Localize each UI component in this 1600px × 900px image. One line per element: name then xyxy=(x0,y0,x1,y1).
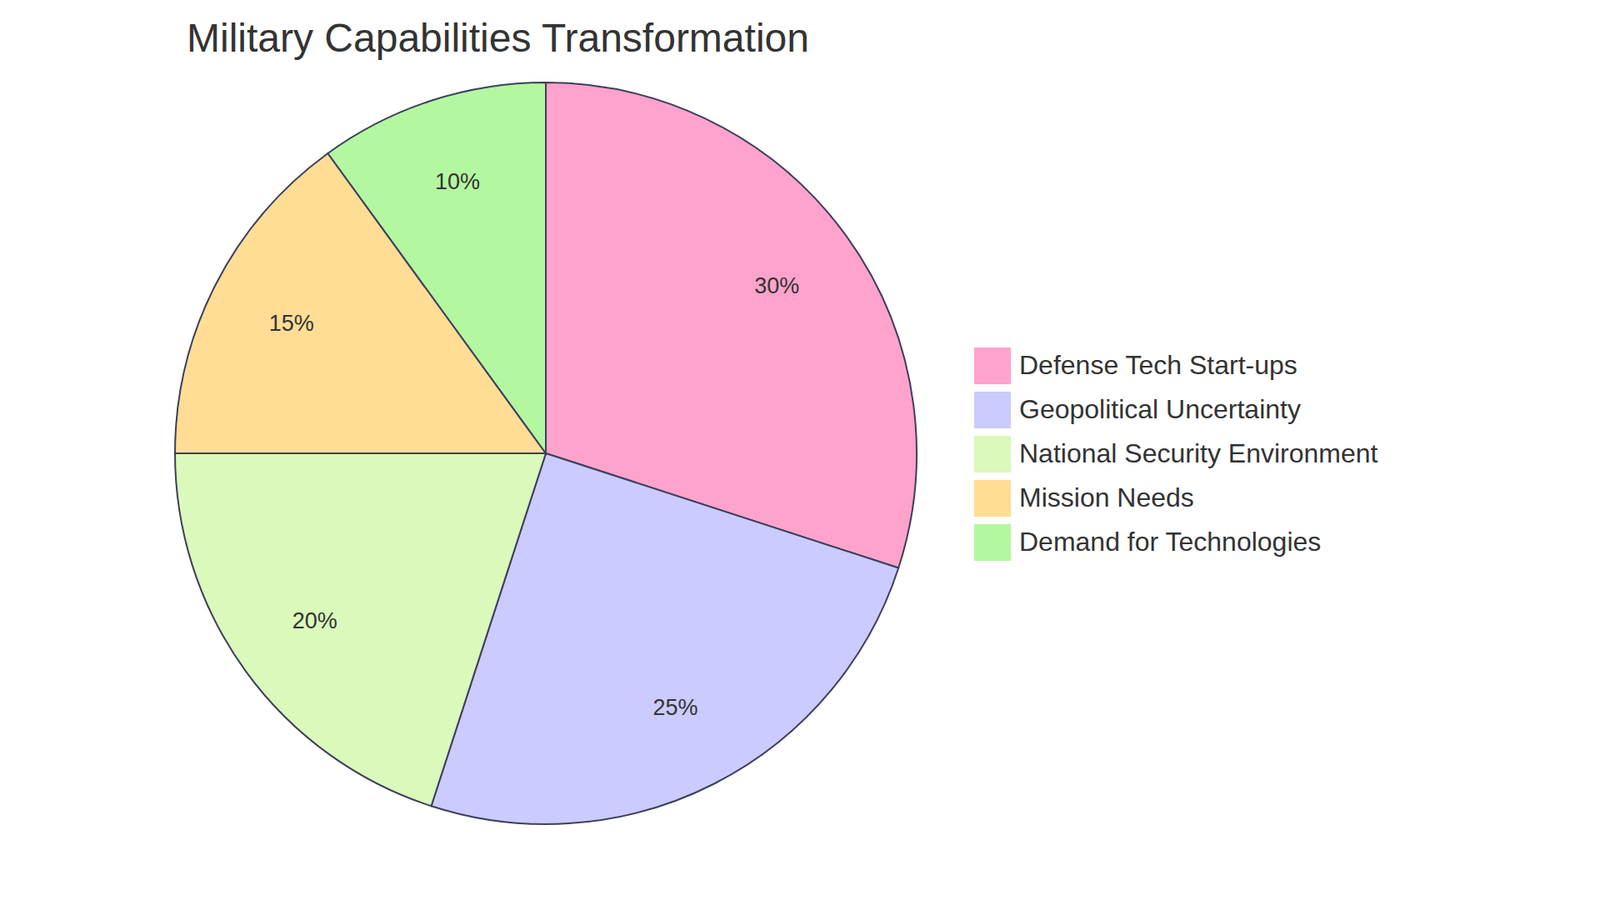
svg-text:20%: 20% xyxy=(292,608,338,634)
svg-text:25%: 25% xyxy=(653,695,699,720)
html-text:Defense Tech Start-ups: Defense Tech Start-ups xyxy=(1019,350,1298,380)
svg-text:30%: 30% xyxy=(754,273,800,299)
html-text:Mission Needs: Mission Needs xyxy=(1019,482,1195,513)
html-text:National Security Environment: National Security Environment xyxy=(1019,438,1378,469)
svg-text:10%: 10% xyxy=(435,169,480,195)
html-text:Geopolitical Uncertainty: Geopolitical Uncertainty xyxy=(1019,394,1301,425)
svg-text:15%: 15% xyxy=(269,310,315,336)
html-text:Military Capabilities Transfor: Military Capabilities Transformation xyxy=(186,15,810,60)
html-text:Demand for Technologies: Demand for Technologies xyxy=(1019,526,1322,557)
